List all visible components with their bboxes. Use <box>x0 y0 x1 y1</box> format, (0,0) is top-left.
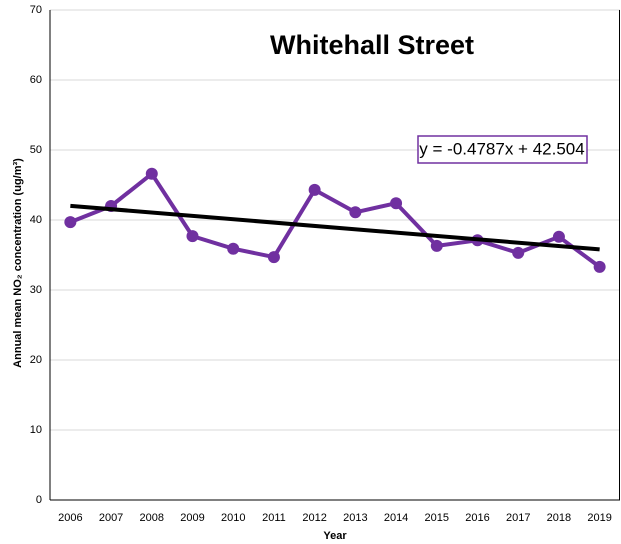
y-tick-label: 20 <box>30 354 42 366</box>
x-tick-label: 2013 <box>343 512 367 524</box>
y-tick-label: 30 <box>30 284 42 296</box>
equation-box <box>417 135 588 164</box>
data-point <box>512 246 525 259</box>
x-tick-label: 2010 <box>221 512 245 524</box>
y-tick-label: 50 <box>30 144 42 156</box>
x-tick-label: 2006 <box>58 512 82 524</box>
x-tick-label: 2007 <box>99 512 123 524</box>
data-point <box>349 206 362 219</box>
equation-label: y = -0.4787x + 42.504 <box>419 139 584 158</box>
trend-line <box>70 203 600 252</box>
x-tick-label: 2014 <box>384 512 408 524</box>
data-point <box>145 167 158 180</box>
x-tick-label: 2008 <box>140 512 164 524</box>
data-point <box>227 242 240 255</box>
chart-title: Whitehall Street <box>270 30 474 60</box>
series-line <box>69 171 601 269</box>
x-tick-label: 2017 <box>506 512 530 524</box>
x-tick-label: 2018 <box>547 512 571 524</box>
data-point <box>593 260 606 273</box>
y-axis-label: Annual mean NO₂ concentration (ug/m³) <box>12 158 24 368</box>
y-tick-label: 60 <box>30 74 42 86</box>
x-tick-label: 2009 <box>180 512 204 524</box>
x-tick-label: 2011 <box>262 512 286 524</box>
x-tick-label: 2016 <box>465 512 489 524</box>
data-point <box>64 216 77 229</box>
x-tick-label: 2015 <box>425 512 449 524</box>
y-tick-label: 40 <box>30 214 42 226</box>
data-point <box>186 230 199 243</box>
x-tick-label: 2012 <box>302 512 326 524</box>
x-axis-label: Year <box>323 530 347 542</box>
data-point <box>267 251 280 264</box>
x-tick-label: 2019 <box>587 512 611 524</box>
y-tick-label: 0 <box>36 494 42 506</box>
data-point <box>308 183 321 196</box>
data-point <box>390 197 403 210</box>
y-tick-label: 10 <box>30 424 42 436</box>
data-point <box>430 239 443 252</box>
data-point <box>552 230 565 243</box>
y-tick-label: 70 <box>30 4 42 16</box>
